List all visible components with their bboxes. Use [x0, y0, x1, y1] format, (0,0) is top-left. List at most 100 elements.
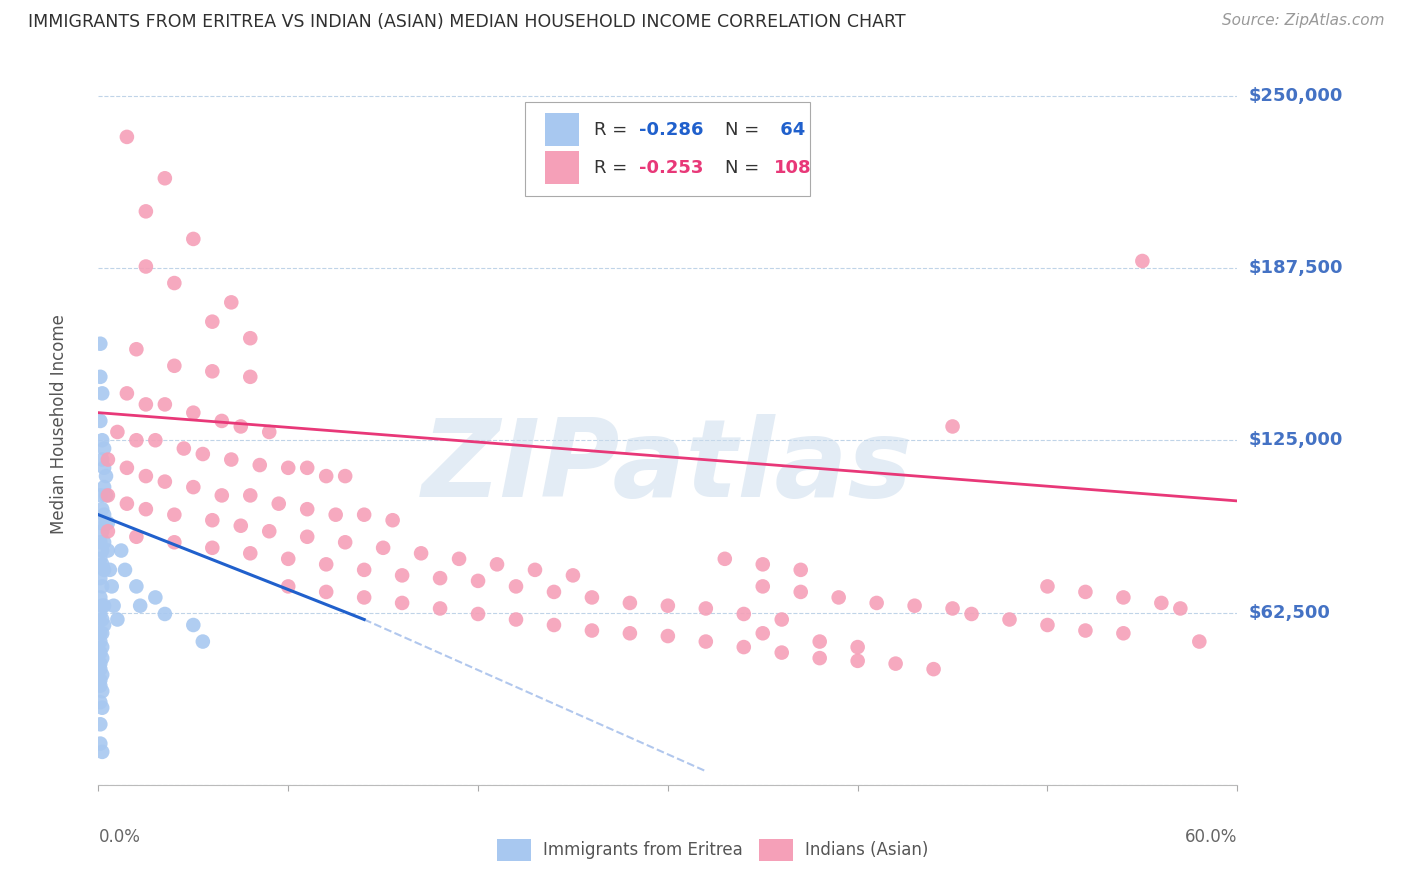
Point	[259, 425, 281, 439]
Point	[89, 607, 111, 621]
Point	[91, 700, 114, 714]
Point	[163, 276, 186, 290]
Point	[107, 425, 129, 439]
Point	[960, 607, 983, 621]
Point	[89, 737, 111, 751]
Point	[91, 613, 114, 627]
Point	[94, 469, 117, 483]
Text: IMMIGRANTS FROM ERITREA VS INDIAN (ASIAN) MEDIAN HOUSEHOLD INCOME CORRELATION CH: IMMIGRANTS FROM ERITREA VS INDIAN (ASIAN…	[28, 13, 905, 31]
Point	[163, 508, 186, 522]
Text: $250,000: $250,000	[1249, 87, 1343, 104]
Point	[505, 579, 527, 593]
Point	[998, 613, 1021, 627]
Point	[884, 657, 907, 671]
Point	[93, 535, 115, 549]
Point	[695, 634, 717, 648]
Point	[91, 524, 114, 539]
Point	[93, 563, 115, 577]
Point	[467, 607, 489, 621]
Point	[153, 171, 176, 186]
Point	[619, 596, 641, 610]
Point	[97, 516, 120, 530]
Point	[391, 596, 413, 610]
Point	[89, 369, 111, 384]
Point	[619, 626, 641, 640]
Point	[714, 551, 737, 566]
Point	[211, 414, 233, 428]
Point	[486, 558, 509, 572]
Point	[91, 543, 114, 558]
Point	[93, 480, 115, 494]
Text: 60.0%: 60.0%	[1185, 829, 1237, 847]
Point	[91, 386, 114, 401]
Point	[1132, 254, 1154, 268]
Point	[277, 579, 299, 593]
Text: Indians (Asian): Indians (Asian)	[804, 841, 928, 859]
Point	[93, 508, 115, 522]
Point	[229, 419, 252, 434]
Point	[1112, 591, 1135, 605]
Point	[93, 599, 115, 613]
Point	[429, 571, 451, 585]
Point	[91, 651, 114, 665]
Point	[110, 543, 132, 558]
Point	[770, 646, 793, 660]
Text: $62,500: $62,500	[1249, 604, 1330, 622]
Point	[942, 601, 965, 615]
Point	[229, 518, 252, 533]
Point	[135, 502, 157, 516]
Point	[97, 524, 120, 539]
Point	[277, 460, 299, 475]
Point	[135, 469, 157, 483]
Point	[153, 475, 176, 489]
Point	[335, 469, 357, 483]
Text: 0.0%: 0.0%	[98, 829, 141, 847]
Point	[524, 563, 547, 577]
Point	[695, 601, 717, 615]
Point	[467, 574, 489, 588]
Point	[91, 640, 114, 654]
FancyBboxPatch shape	[526, 103, 810, 196]
Point	[89, 695, 111, 709]
Point	[89, 414, 111, 428]
Text: Immigrants from Eritrea: Immigrants from Eritrea	[543, 841, 742, 859]
Point	[315, 558, 337, 572]
Point	[129, 599, 152, 613]
Point	[846, 640, 869, 654]
Point	[790, 585, 813, 599]
Point	[125, 579, 148, 593]
Point	[657, 599, 679, 613]
Point	[371, 541, 394, 555]
Text: 64: 64	[773, 120, 806, 138]
Point	[201, 364, 224, 378]
Point	[1036, 579, 1059, 593]
Point	[183, 480, 205, 494]
Point	[97, 543, 120, 558]
Point	[239, 369, 262, 384]
Point	[562, 568, 585, 582]
Text: -0.286: -0.286	[640, 120, 704, 138]
Point	[1074, 624, 1097, 638]
Point	[201, 541, 224, 555]
Point	[89, 551, 111, 566]
Text: Median Household Income: Median Household Income	[49, 314, 67, 533]
Point	[91, 626, 114, 640]
FancyBboxPatch shape	[759, 839, 793, 861]
FancyBboxPatch shape	[546, 113, 579, 145]
Point	[89, 535, 111, 549]
Point	[543, 585, 565, 599]
Point	[191, 447, 214, 461]
Point	[259, 524, 281, 539]
Point	[221, 295, 243, 310]
Point	[505, 613, 527, 627]
Point	[125, 343, 148, 357]
Point	[93, 618, 115, 632]
Point	[315, 469, 337, 483]
Point	[353, 591, 375, 605]
Point	[91, 667, 114, 681]
Text: N =: N =	[725, 120, 765, 138]
Point	[91, 579, 114, 593]
Point	[89, 634, 111, 648]
Point	[733, 640, 755, 654]
Point	[904, 599, 927, 613]
